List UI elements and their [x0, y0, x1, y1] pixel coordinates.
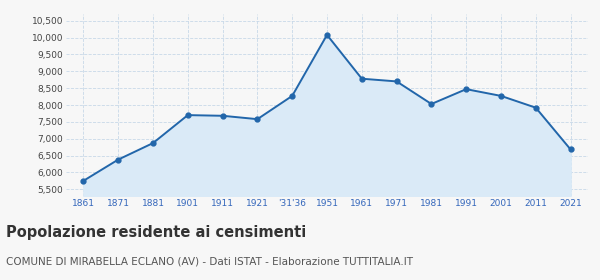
Text: Popolazione residente ai censimenti: Popolazione residente ai censimenti — [6, 225, 306, 241]
Text: COMUNE DI MIRABELLA ECLANO (AV) - Dati ISTAT - Elaborazione TUTTITALIA.IT: COMUNE DI MIRABELLA ECLANO (AV) - Dati I… — [6, 256, 413, 266]
